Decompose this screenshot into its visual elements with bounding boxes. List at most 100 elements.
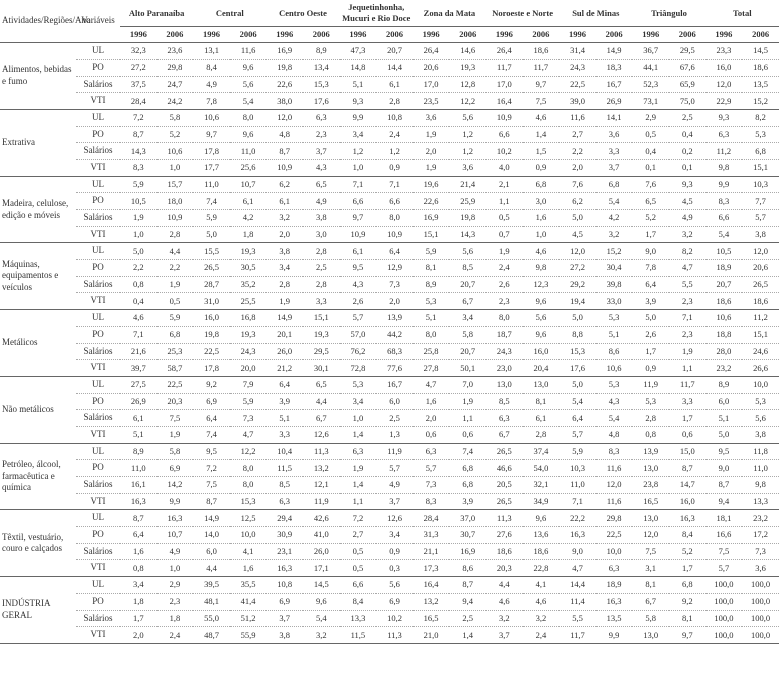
data-cell: 1,8 [157,610,194,627]
data-cell: 26,0 [266,343,303,360]
data-cell: 19,3 [230,326,267,343]
data-cell: 5,0 [559,376,596,393]
data-cell: 11,0 [742,460,779,477]
data-cell: 4,3 [303,159,340,176]
data-cell: 5,3 [742,126,779,143]
data-cell: 2,8 [266,276,303,293]
data-cell: 19,4 [559,293,596,310]
data-cell: 5,5 [669,276,706,293]
data-cell: 30,4 [596,260,633,277]
data-cell: 20,6 [742,260,779,277]
data-cell: 37,4 [523,443,560,460]
variable-name: PO [76,460,120,477]
data-cell: 20,3 [157,393,194,410]
data-cell: 2,0 [376,293,413,310]
data-cell: 33,0 [596,293,633,310]
data-cell: 8,4 [340,593,377,610]
data-cell: 14,4 [559,577,596,594]
data-cell: 7,3 [230,410,267,427]
data-cell: 9,9 [706,176,743,193]
data-cell: 11,5 [340,627,377,644]
data-cell: 24,3 [486,343,523,360]
data-cell: 3,6 [413,109,450,126]
data-cell: 1,0 [157,159,194,176]
data-cell: 76,2 [340,343,377,360]
data-cell: 0,8 [632,426,669,443]
data-cell: 1,6 [230,560,267,577]
data-cell: 5,6 [523,310,560,327]
data-cell: 11,7 [486,59,523,76]
activity-name: Petróleo, álcool, farmacêutica e química [0,443,76,510]
data-cell: 8,4 [669,527,706,544]
data-cell: 4,9 [303,193,340,210]
data-cell: 22,5 [193,343,230,360]
data-cell: 3,0 [303,226,340,243]
data-cell: 35,5 [230,577,267,594]
data-cell: 6,7 [486,426,523,443]
data-cell: 6,3 [266,493,303,510]
data-cell: 8,7 [449,577,486,594]
data-cell: 18,9 [706,260,743,277]
data-cell: 5,6 [449,243,486,260]
data-cell: 5,5 [559,610,596,627]
data-cell: 0,8 [120,276,157,293]
data-cell: 13,2 [413,593,450,610]
data-cell: 18,3 [596,59,633,76]
table-row: VTI8,31,017,725,610,94,31,00,91,93,64,00… [0,159,779,176]
activity-name: INDÚSTRIA GERAL [0,577,76,644]
data-cell: 5,9 [230,393,267,410]
data-cell: 6,5 [303,376,340,393]
data-cell: 4,6 [523,109,560,126]
data-cell: 17,6 [303,93,340,110]
data-cell: 3,4 [340,393,377,410]
data-cell: 21,0 [413,627,450,644]
header-region: Zona da Mata [413,0,486,27]
data-cell: 1,9 [669,343,706,360]
data-cell: 8,2 [669,243,706,260]
data-cell: 11,3 [486,510,523,527]
table-row: VTI1,02,85,01,82,03,010,910,915,114,30,7… [0,226,779,243]
table-row: Máquinas, equipamentos e veículosUL5,04,… [0,243,779,260]
data-cell: 4,4 [193,560,230,577]
data-cell: 26,4 [486,43,523,60]
table-row: PO26,920,36,95,93,94,43,46,01,61,98,58,1… [0,393,779,410]
data-cell: 0,9 [376,159,413,176]
data-cell: 4,6 [523,243,560,260]
data-cell: 5,6 [449,109,486,126]
data-cell: 11,0 [230,143,267,160]
data-cell: 41,4 [230,593,267,610]
data-cell: 3,3 [303,293,340,310]
table-row: Salários21,625,322,524,326,029,576,268,3… [0,343,779,360]
data-cell: 8,9 [120,443,157,460]
data-cell: 5,0 [120,243,157,260]
data-cell: 1,1 [340,493,377,510]
data-cell: 6,7 [632,593,669,610]
data-cell: 5,9 [157,310,194,327]
data-cell: 9,3 [340,93,377,110]
data-cell: 24,3 [230,343,267,360]
data-cell: 10,8 [376,109,413,126]
table-row: Salários14,310,617,811,08,73,71,21,22,01… [0,143,779,160]
data-cell: 12,6 [303,426,340,443]
variable-name: PO [76,260,120,277]
data-cell: 7,3 [413,477,450,494]
data-cell: 4,8 [266,126,303,143]
data-cell: 5,2 [157,126,194,143]
data-cell: 6,2 [266,176,303,193]
data-cell: 3,8 [742,226,779,243]
data-cell: 6,3 [413,443,450,460]
data-cell: 9,8 [742,477,779,494]
header-year: 1996 [486,27,523,43]
data-cell: 2,8 [632,410,669,427]
header-year: 1996 [706,27,743,43]
data-cell: 6,1 [376,76,413,93]
data-cell: 18,6 [742,59,779,76]
data-cell: 1,9 [157,276,194,293]
data-cell: 5,2 [632,210,669,227]
data-cell: 14,3 [120,143,157,160]
data-cell: 9,2 [193,376,230,393]
data-cell: 16,0 [193,310,230,327]
data-cell: 7,5 [523,93,560,110]
data-cell: 15,3 [230,493,267,510]
data-cell: 6,9 [193,393,230,410]
